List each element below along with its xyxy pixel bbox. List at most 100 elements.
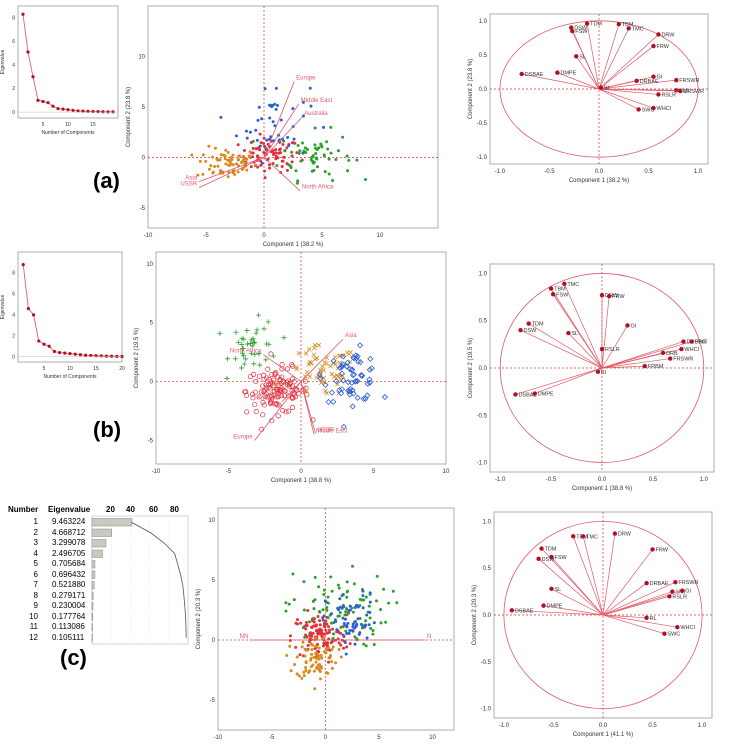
score-point bbox=[280, 387, 286, 393]
score-point bbox=[329, 653, 333, 657]
score-point bbox=[287, 144, 291, 148]
score-point bbox=[249, 350, 255, 356]
x-tick-label: 15 bbox=[90, 122, 96, 128]
score-point bbox=[387, 601, 391, 605]
score-point bbox=[268, 103, 272, 107]
x-tick-label: 15 bbox=[93, 366, 99, 372]
score-point bbox=[265, 366, 271, 372]
score-point bbox=[289, 166, 293, 170]
score-point bbox=[325, 631, 329, 635]
scree-point bbox=[115, 354, 119, 358]
score-point bbox=[256, 118, 260, 122]
score-point bbox=[368, 600, 372, 604]
score-point bbox=[361, 606, 365, 610]
score-point bbox=[274, 107, 278, 111]
x-tick-label: 5 bbox=[320, 233, 324, 239]
score-point bbox=[302, 674, 306, 678]
loading-vector bbox=[598, 88, 654, 109]
loading-vector bbox=[602, 614, 665, 635]
score-point bbox=[256, 351, 262, 357]
score-point bbox=[348, 604, 352, 608]
score-point bbox=[324, 390, 329, 396]
score-point bbox=[313, 143, 317, 147]
loading-label: SL bbox=[579, 54, 586, 60]
score-point bbox=[290, 150, 294, 154]
loading-point bbox=[598, 85, 604, 90]
score-point bbox=[216, 158, 220, 162]
score-point bbox=[224, 376, 230, 382]
score-point bbox=[289, 376, 296, 382]
score-point bbox=[318, 380, 324, 385]
score-point bbox=[301, 626, 305, 630]
score-point bbox=[330, 666, 334, 670]
loading-point bbox=[651, 74, 656, 79]
table-cell-number: 11 bbox=[29, 622, 38, 631]
panel-label-c: (c) bbox=[60, 645, 87, 670]
score-point bbox=[262, 136, 266, 140]
score-point bbox=[235, 162, 239, 166]
score-point bbox=[261, 326, 267, 332]
score-point bbox=[265, 319, 271, 325]
loading-label: FRSWR bbox=[673, 357, 693, 363]
y-axis-label: Eigenvalue bbox=[0, 49, 6, 74]
x-tick-label: -0.5 bbox=[548, 723, 559, 729]
score-point bbox=[232, 356, 238, 362]
score-vector-label: Middle East bbox=[316, 429, 348, 435]
score-point bbox=[350, 390, 357, 397]
score-point bbox=[343, 363, 350, 370]
score-point bbox=[317, 646, 321, 650]
score-point bbox=[342, 646, 346, 650]
score-point bbox=[325, 140, 329, 144]
loading-vector bbox=[601, 325, 628, 369]
score-point bbox=[292, 663, 296, 667]
score-point bbox=[315, 657, 319, 661]
score-point bbox=[325, 647, 329, 651]
eigen-bar bbox=[91, 518, 133, 527]
loading-vector bbox=[568, 332, 603, 369]
x-axis-label: Component 1 (38.8 %) bbox=[572, 486, 632, 492]
scree-point bbox=[21, 12, 25, 16]
score-point bbox=[252, 401, 258, 408]
score-vector bbox=[254, 381, 302, 441]
score-point bbox=[358, 631, 362, 635]
loading-label: FSW bbox=[554, 555, 567, 561]
score-point bbox=[271, 161, 275, 165]
score-point bbox=[306, 347, 312, 352]
score-point bbox=[336, 583, 340, 587]
score-point bbox=[317, 610, 321, 614]
score-point bbox=[324, 628, 328, 632]
score-point bbox=[240, 350, 246, 356]
loading-label: DRW bbox=[605, 293, 619, 299]
score-point bbox=[344, 629, 348, 633]
score-point bbox=[327, 157, 331, 161]
score-point bbox=[270, 353, 276, 359]
score-point bbox=[339, 625, 343, 629]
score-vector bbox=[300, 338, 344, 382]
loading-label: TMC bbox=[586, 534, 598, 540]
score-point bbox=[366, 376, 373, 383]
y-tick-label: 2 bbox=[12, 86, 15, 92]
unit-circle bbox=[499, 273, 705, 463]
score-point bbox=[364, 619, 368, 623]
eigen-bar bbox=[91, 602, 94, 611]
score-point bbox=[304, 633, 308, 637]
loading-vector bbox=[575, 56, 600, 90]
loading-label: DRW bbox=[661, 32, 675, 38]
score-point bbox=[341, 593, 345, 597]
score-point bbox=[295, 151, 299, 155]
x-tick-label: 0.0 bbox=[598, 477, 607, 483]
x-tick-label: 10 bbox=[429, 735, 436, 741]
scree-point bbox=[51, 104, 55, 108]
loading-label: BI bbox=[601, 370, 607, 376]
score-point bbox=[267, 386, 273, 392]
loading-label: SMI bbox=[679, 88, 689, 94]
score-point bbox=[344, 610, 348, 614]
score-point bbox=[257, 105, 261, 109]
score-point bbox=[323, 170, 327, 174]
loading-label: RSLR bbox=[605, 347, 620, 353]
score-point bbox=[261, 376, 267, 382]
scree-point bbox=[110, 354, 114, 358]
eigen-bar bbox=[91, 560, 96, 569]
score-point bbox=[333, 638, 337, 642]
score-point bbox=[345, 625, 349, 629]
